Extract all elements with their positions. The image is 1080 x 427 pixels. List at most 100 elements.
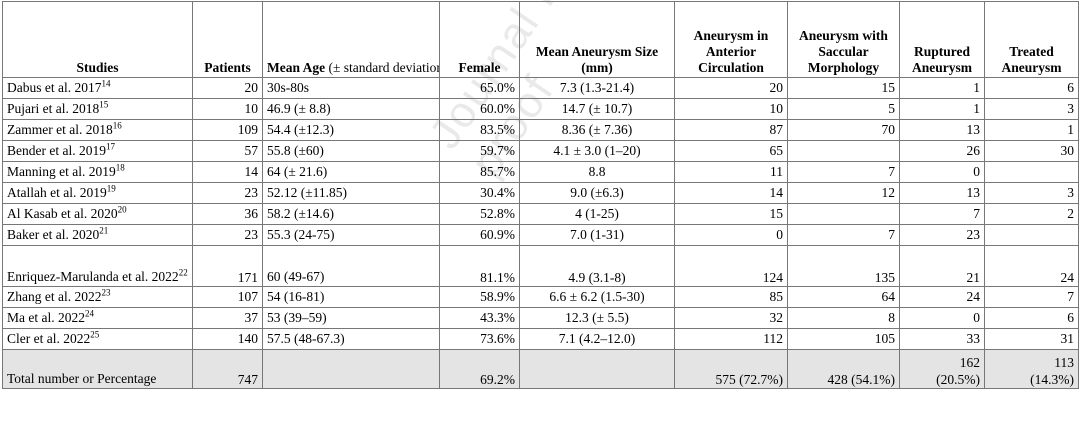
cell-female: 60.0%	[439, 98, 520, 120]
study-name: Ma et al. 2022	[7, 310, 85, 325]
reference-number: 22	[178, 267, 188, 278]
cell-ruptured: 0	[899, 307, 985, 329]
reference-number: 24	[84, 308, 94, 319]
cell-mean-age: 54.4 (±12.3)	[262, 119, 440, 141]
table-row: Baker et al. 202021 23 55.3 (24-75) 60.9% 7.…	[2, 224, 1079, 246]
cell-female: 58.9%	[439, 286, 520, 308]
header-female: Female	[439, 1, 520, 78]
table-row: Ma et al. 202224 37 53 (39–59) 43.3% 12.3 (±…	[2, 307, 1079, 329]
cell-ruptured: 13	[899, 119, 985, 141]
cell-ruptured: 0	[899, 161, 985, 183]
cell-female: 65.0%	[439, 77, 520, 99]
cell-patients: 107	[192, 286, 263, 308]
cell-anterior: 20	[674, 77, 788, 99]
cell-ruptured: 21	[899, 245, 985, 287]
cell-female: 59.7%	[439, 140, 520, 162]
cell-ruptured: 24	[899, 286, 985, 308]
cell-mean-size: 14.7 (± 10.7)	[519, 98, 675, 120]
header-studies: Studies	[2, 1, 193, 78]
cell-saccular: 15	[787, 77, 900, 99]
table-row: Bender et al. 201917 57 55.8 (±60) 59.7% 4.1…	[2, 140, 1079, 162]
total-ruptured-pct: (20.5%)	[936, 372, 980, 387]
header-mean-size: Mean Aneurysm Size (mm)	[519, 1, 675, 78]
cell-study: Baker et al. 202021	[2, 224, 193, 246]
study-name: Cler et al. 2022	[7, 331, 91, 346]
header-row: Studies Patients Mean Age (± standard de…	[2, 1, 1079, 78]
cell-patients: 14	[192, 161, 263, 183]
cell-saccular: 8	[787, 307, 900, 329]
cell-treated: 6	[984, 77, 1079, 99]
cell-mean-age: 55.8 (±60)	[262, 140, 440, 162]
cell-study: Manning et al. 201918	[2, 161, 193, 183]
reference-number: 14	[101, 78, 111, 89]
cell-treated: 1	[984, 119, 1079, 141]
cell-ruptured: 23	[899, 224, 985, 246]
total-ruptured-n: 162	[959, 355, 980, 370]
cell-mean-age: 54 (16-81)	[262, 286, 440, 308]
cell-female: 73.6%	[439, 328, 520, 350]
cell-female: 83.5%	[439, 119, 520, 141]
total-saccular: 428 (54.1%)	[787, 349, 900, 389]
cell-study: Pujari et al. 201815	[2, 98, 193, 120]
cell-patients: 10	[192, 98, 263, 120]
cell-treated: 6	[984, 307, 1079, 329]
cell-female: 30.4%	[439, 182, 520, 204]
study-name: Al Kasab et al. 2020	[7, 206, 118, 221]
study-name: Manning et al. 2019	[7, 164, 116, 179]
cell-mean-age: 60 (49-67)	[262, 245, 440, 287]
cell-ruptured: 13	[899, 182, 985, 204]
cell-mean-size: 9.0 (±6.3)	[519, 182, 675, 204]
study-name: Dabus et al. 2017	[7, 80, 102, 95]
total-female: 69.2%	[439, 349, 520, 389]
header-saccular-morphology: Aneurysm with Saccular Morphology	[787, 1, 900, 78]
cell-treated: 24	[984, 245, 1079, 287]
cell-mean-size: 4 (1-25)	[519, 203, 675, 225]
cell-patients: 109	[192, 119, 263, 141]
cell-study: Bender et al. 201917	[2, 140, 193, 162]
cell-mean-size: 8.36 (± 7.36)	[519, 119, 675, 141]
cell-ruptured: 1	[899, 98, 985, 120]
total-row: Total number or Percentage 747 69.2% 575…	[2, 349, 1079, 389]
total-patients: 747	[192, 349, 263, 389]
cell-female: 52.8%	[439, 203, 520, 225]
cell-patients: 36	[192, 203, 263, 225]
table-row: Cler et al. 202225 140 57.5 (48-67.3) 73.6%…	[2, 328, 1079, 350]
cell-anterior: 85	[674, 286, 788, 308]
table-body: Dabus et al. 201714 20 30s-80s 65.0% 7.3 (1.…	[2, 77, 1079, 350]
cell-saccular: 105	[787, 328, 900, 350]
header-mean-age: Mean Age (± standard deviation)	[262, 1, 440, 78]
cell-saccular	[787, 203, 900, 225]
study-name: Zammer et al. 2018	[7, 122, 113, 137]
cell-patients: 140	[192, 328, 263, 350]
cell-mean-age: 30s-80s	[262, 77, 440, 99]
cell-mean-size: 7.0 (1-31)	[519, 224, 675, 246]
cell-study: Cler et al. 202225	[2, 328, 193, 350]
cell-mean-size: 12.3 (± 5.5)	[519, 307, 675, 329]
cell-female: 43.3%	[439, 307, 520, 329]
cell-treated: 3	[984, 98, 1079, 120]
cell-study: Zammer et al. 201816	[2, 119, 193, 141]
cell-treated	[984, 224, 1079, 246]
reference-number: 23	[101, 287, 111, 298]
cell-ruptured: 1	[899, 77, 985, 99]
total-treated-n: 113	[1054, 355, 1074, 370]
cell-anterior: 0	[674, 224, 788, 246]
cell-saccular	[787, 140, 900, 162]
cell-anterior: 112	[674, 328, 788, 350]
cell-anterior: 124	[674, 245, 788, 287]
cell-saccular: 64	[787, 286, 900, 308]
reference-number: 20	[117, 204, 127, 215]
cell-patients: 23	[192, 182, 263, 204]
cell-patients: 23	[192, 224, 263, 246]
total-age	[262, 349, 440, 389]
header-ruptured: Ruptured Aneurysm	[899, 1, 985, 78]
table-row: Dabus et al. 201714 20 30s-80s 65.0% 7.3 (1.…	[2, 77, 1079, 99]
cell-mean-age: 57.5 (48-67.3)	[262, 328, 440, 350]
cell-mean-size: 4.9 (3.1-8)	[519, 245, 675, 287]
total-anterior: 575 (72.7%)	[674, 349, 788, 389]
cell-anterior: 14	[674, 182, 788, 204]
cell-female: 60.9%	[439, 224, 520, 246]
total-treated: 113 (14.3%)	[984, 349, 1079, 389]
cell-mean-size: 7.1 (4.2–12.0)	[519, 328, 675, 350]
cell-saccular: 5	[787, 98, 900, 120]
